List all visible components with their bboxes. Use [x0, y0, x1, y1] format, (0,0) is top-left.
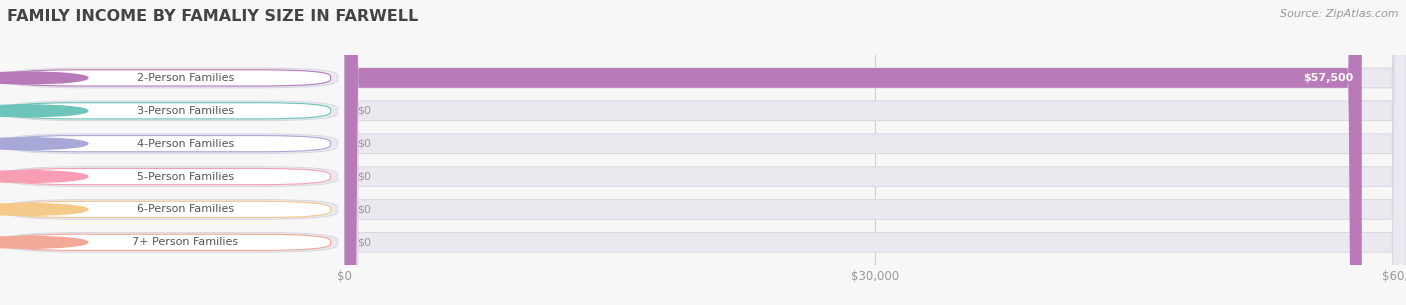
FancyBboxPatch shape	[7, 68, 337, 88]
Text: 5-Person Families: 5-Person Families	[136, 172, 233, 181]
Circle shape	[0, 138, 87, 149]
Text: 6-Person Families: 6-Person Families	[136, 204, 233, 214]
Text: $57,500: $57,500	[1303, 73, 1354, 83]
FancyBboxPatch shape	[7, 101, 337, 121]
Text: 2-Person Families: 2-Person Families	[136, 73, 233, 83]
Text: $0: $0	[357, 106, 371, 116]
FancyBboxPatch shape	[7, 232, 337, 252]
Text: $0: $0	[357, 204, 371, 214]
FancyBboxPatch shape	[344, 0, 1362, 305]
Text: Source: ZipAtlas.com: Source: ZipAtlas.com	[1281, 9, 1399, 19]
FancyBboxPatch shape	[344, 0, 1406, 305]
Circle shape	[0, 203, 87, 215]
Circle shape	[0, 105, 87, 117]
FancyBboxPatch shape	[344, 0, 1406, 305]
FancyBboxPatch shape	[344, 0, 1406, 305]
Circle shape	[0, 236, 87, 248]
FancyBboxPatch shape	[344, 0, 1406, 305]
FancyBboxPatch shape	[7, 234, 330, 250]
Circle shape	[0, 171, 87, 182]
Text: FAMILY INCOME BY FAMALIY SIZE IN FARWELL: FAMILY INCOME BY FAMALIY SIZE IN FARWELL	[7, 9, 418, 24]
FancyBboxPatch shape	[7, 70, 330, 86]
FancyBboxPatch shape	[344, 0, 1406, 305]
Text: $0: $0	[357, 237, 371, 247]
Text: 3-Person Families: 3-Person Families	[136, 106, 233, 116]
FancyBboxPatch shape	[344, 0, 1406, 305]
FancyBboxPatch shape	[7, 103, 330, 119]
FancyBboxPatch shape	[7, 167, 337, 186]
FancyBboxPatch shape	[7, 134, 337, 153]
FancyBboxPatch shape	[7, 201, 330, 217]
Circle shape	[0, 72, 87, 84]
Text: $0: $0	[357, 172, 371, 181]
FancyBboxPatch shape	[7, 199, 337, 219]
FancyBboxPatch shape	[7, 168, 330, 185]
Text: 4-Person Families: 4-Person Families	[136, 139, 233, 149]
Text: 7+ Person Families: 7+ Person Families	[132, 237, 238, 247]
Text: $0: $0	[357, 139, 371, 149]
FancyBboxPatch shape	[7, 136, 330, 152]
